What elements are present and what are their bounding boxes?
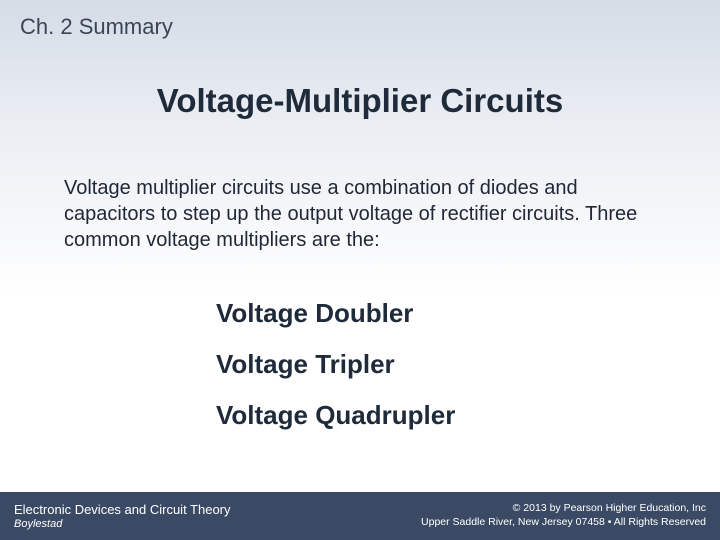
multiplier-item: Voltage Tripler (216, 349, 455, 380)
chapter-label: Ch. 2 Summary (20, 14, 173, 40)
book-title: Electronic Devices and Circuit Theory (14, 502, 231, 517)
multiplier-list: Voltage Doubler Voltage Tripler Voltage … (216, 298, 455, 451)
multiplier-item: Voltage Quadrupler (216, 400, 455, 431)
author-name: Boylestad (14, 518, 231, 530)
footer-right: © 2013 by Pearson Higher Education, Inc … (421, 502, 706, 529)
footer-left: Electronic Devices and Circuit Theory Bo… (14, 502, 231, 530)
copyright-line: Upper Saddle River, New Jersey 07458 • A… (421, 516, 706, 530)
main-title: Voltage-Multiplier Circuits (0, 82, 720, 120)
multiplier-item: Voltage Doubler (216, 298, 455, 329)
copyright-line: © 2013 by Pearson Higher Education, Inc (421, 502, 706, 516)
body-paragraph: Voltage multiplier circuits use a combin… (64, 175, 656, 253)
footer-bar: Electronic Devices and Circuit Theory Bo… (0, 492, 720, 540)
